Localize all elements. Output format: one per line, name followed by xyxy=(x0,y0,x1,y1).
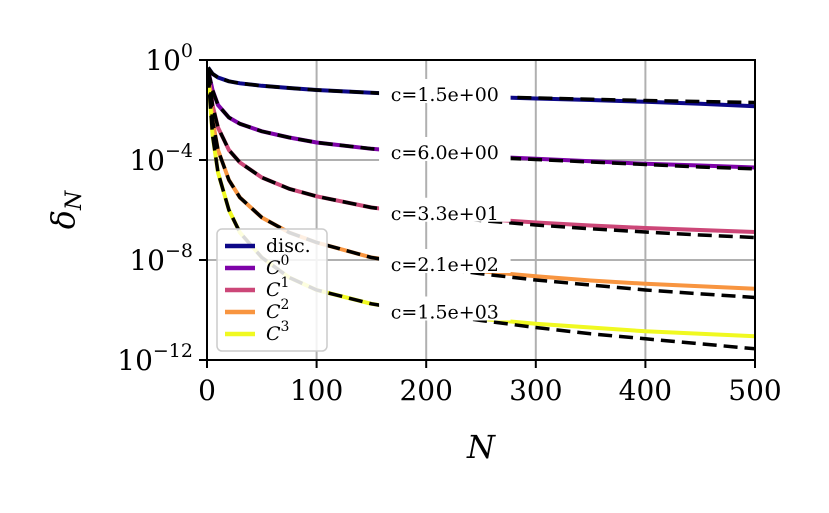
y-tick-label: 10−12 xyxy=(117,340,193,377)
y-axis-label-main: δ xyxy=(44,210,82,229)
ticks: 0 100 200 300 400 500 100 10−4 10−8 10−12 xyxy=(117,40,781,407)
series-annotation: c=1.5e+03 xyxy=(391,302,499,324)
fit-line xyxy=(207,73,755,351)
x-tick-label: 200 xyxy=(399,374,452,407)
legend-label: disc. xyxy=(266,235,311,257)
fit-line xyxy=(207,72,755,300)
legend-label: C0 xyxy=(266,253,289,279)
annotation-bg xyxy=(379,197,511,222)
x-tick-label: 400 xyxy=(619,374,672,407)
series-annotation: c=3.3e+01 xyxy=(391,203,499,225)
x-tick-label: 300 xyxy=(509,374,562,407)
x-axis-label: N xyxy=(466,428,496,466)
fit-line xyxy=(207,69,755,171)
annotation-bg xyxy=(379,296,511,321)
series-line xyxy=(207,66,755,109)
legend-label: C3 xyxy=(266,319,289,345)
series-annotation: c=6.0e+00 xyxy=(391,142,499,164)
x-tick-label: 100 xyxy=(290,374,343,407)
annotation-bg xyxy=(379,249,511,273)
x-tick-label: 0 xyxy=(198,374,216,407)
legend-label: C1 xyxy=(266,275,289,301)
legend-box xyxy=(216,228,328,352)
series-annotation: c=2.1e+02 xyxy=(391,254,499,276)
y-axis-label: δN xyxy=(44,190,87,229)
series-annotation: c=1.5e+00 xyxy=(391,84,499,106)
plot-frame xyxy=(206,59,756,361)
fit-line xyxy=(207,71,755,240)
annotations: c=1.5e+00 c=6.0e+00 c=3.3e+01 c=2.1e+02 c=1.… xyxy=(379,79,511,324)
svg-text:δN: δN xyxy=(44,190,87,229)
y-tick-label: 100 xyxy=(145,40,193,77)
y-tick-label: 10−8 xyxy=(129,240,193,277)
y-tick-label: 10−4 xyxy=(129,140,193,177)
x-tick-label: 500 xyxy=(728,374,781,407)
legend-label: C2 xyxy=(266,297,289,323)
y-axis-label-sub: N xyxy=(62,190,87,211)
annotation-bg xyxy=(379,79,511,103)
annotation-bg xyxy=(379,137,511,161)
series-group xyxy=(207,66,755,351)
